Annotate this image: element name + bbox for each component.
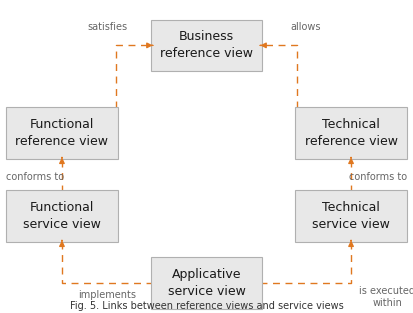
Text: Technical
reference view: Technical reference view xyxy=(304,118,398,148)
Text: Business
reference view: Business reference view xyxy=(160,30,253,60)
Text: Fig. 5. Links between reference views and service views: Fig. 5. Links between reference views an… xyxy=(70,301,343,311)
Text: implements: implements xyxy=(78,290,136,300)
Text: Technical
service view: Technical service view xyxy=(312,201,390,231)
Text: conforms to: conforms to xyxy=(6,172,64,182)
Text: satisfies: satisfies xyxy=(87,22,128,32)
Text: Functional
service view: Functional service view xyxy=(23,201,101,231)
Text: allows: allows xyxy=(290,22,321,32)
FancyBboxPatch shape xyxy=(151,19,262,71)
Text: Functional
reference view: Functional reference view xyxy=(15,118,109,148)
Text: Applicative
service view: Applicative service view xyxy=(168,268,245,298)
Text: is executed
within: is executed within xyxy=(359,286,413,308)
FancyBboxPatch shape xyxy=(6,107,118,159)
FancyBboxPatch shape xyxy=(295,190,407,242)
Text: conforms to: conforms to xyxy=(349,172,407,182)
FancyBboxPatch shape xyxy=(295,107,407,159)
FancyBboxPatch shape xyxy=(151,257,262,309)
FancyBboxPatch shape xyxy=(6,190,118,242)
